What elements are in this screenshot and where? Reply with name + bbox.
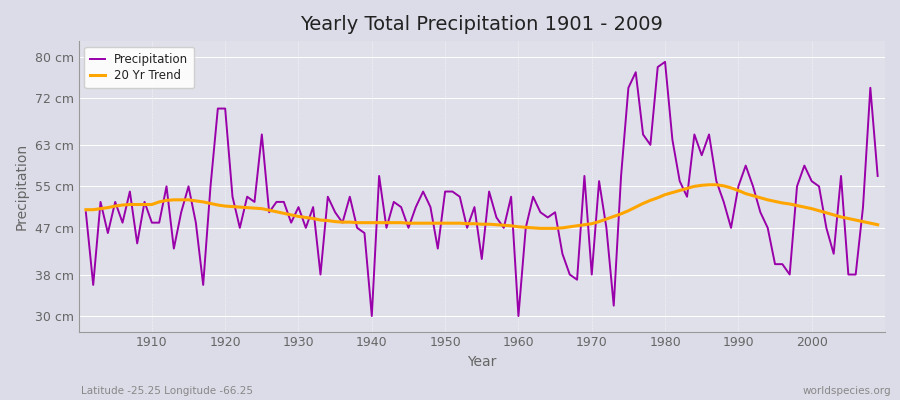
20 Yr Trend xyxy=(140,202,150,207)
X-axis label: Year: Year xyxy=(467,355,497,369)
Precipitation xyxy=(513,314,524,318)
Precipitation xyxy=(660,60,670,64)
20 Yr Trend xyxy=(704,182,715,187)
20 Yr Trend xyxy=(608,214,619,219)
20 Yr Trend xyxy=(506,223,517,228)
Precipitation xyxy=(520,226,531,230)
Line: Precipitation: Precipitation xyxy=(86,62,878,316)
Precipitation xyxy=(345,194,356,199)
20 Yr Trend xyxy=(513,224,524,229)
Precipitation xyxy=(140,200,150,204)
Y-axis label: Precipitation: Precipitation xyxy=(15,143,29,230)
Title: Yearly Total Precipitation 1901 - 2009: Yearly Total Precipitation 1901 - 2009 xyxy=(301,15,663,34)
20 Yr Trend xyxy=(301,215,311,220)
Precipitation xyxy=(80,210,91,215)
Precipitation xyxy=(608,303,619,308)
Text: worldspecies.org: worldspecies.org xyxy=(803,386,891,396)
Precipitation xyxy=(872,174,883,178)
20 Yr Trend xyxy=(80,207,91,212)
20 Yr Trend xyxy=(535,226,545,231)
Legend: Precipitation, 20 Yr Trend: Precipitation, 20 Yr Trend xyxy=(85,47,194,88)
20 Yr Trend xyxy=(345,220,356,224)
Text: Latitude -25.25 Longitude -66.25: Latitude -25.25 Longitude -66.25 xyxy=(81,386,253,396)
Line: 20 Yr Trend: 20 Yr Trend xyxy=(86,185,878,228)
Precipitation xyxy=(366,314,377,318)
20 Yr Trend xyxy=(872,222,883,227)
Precipitation xyxy=(301,226,311,230)
